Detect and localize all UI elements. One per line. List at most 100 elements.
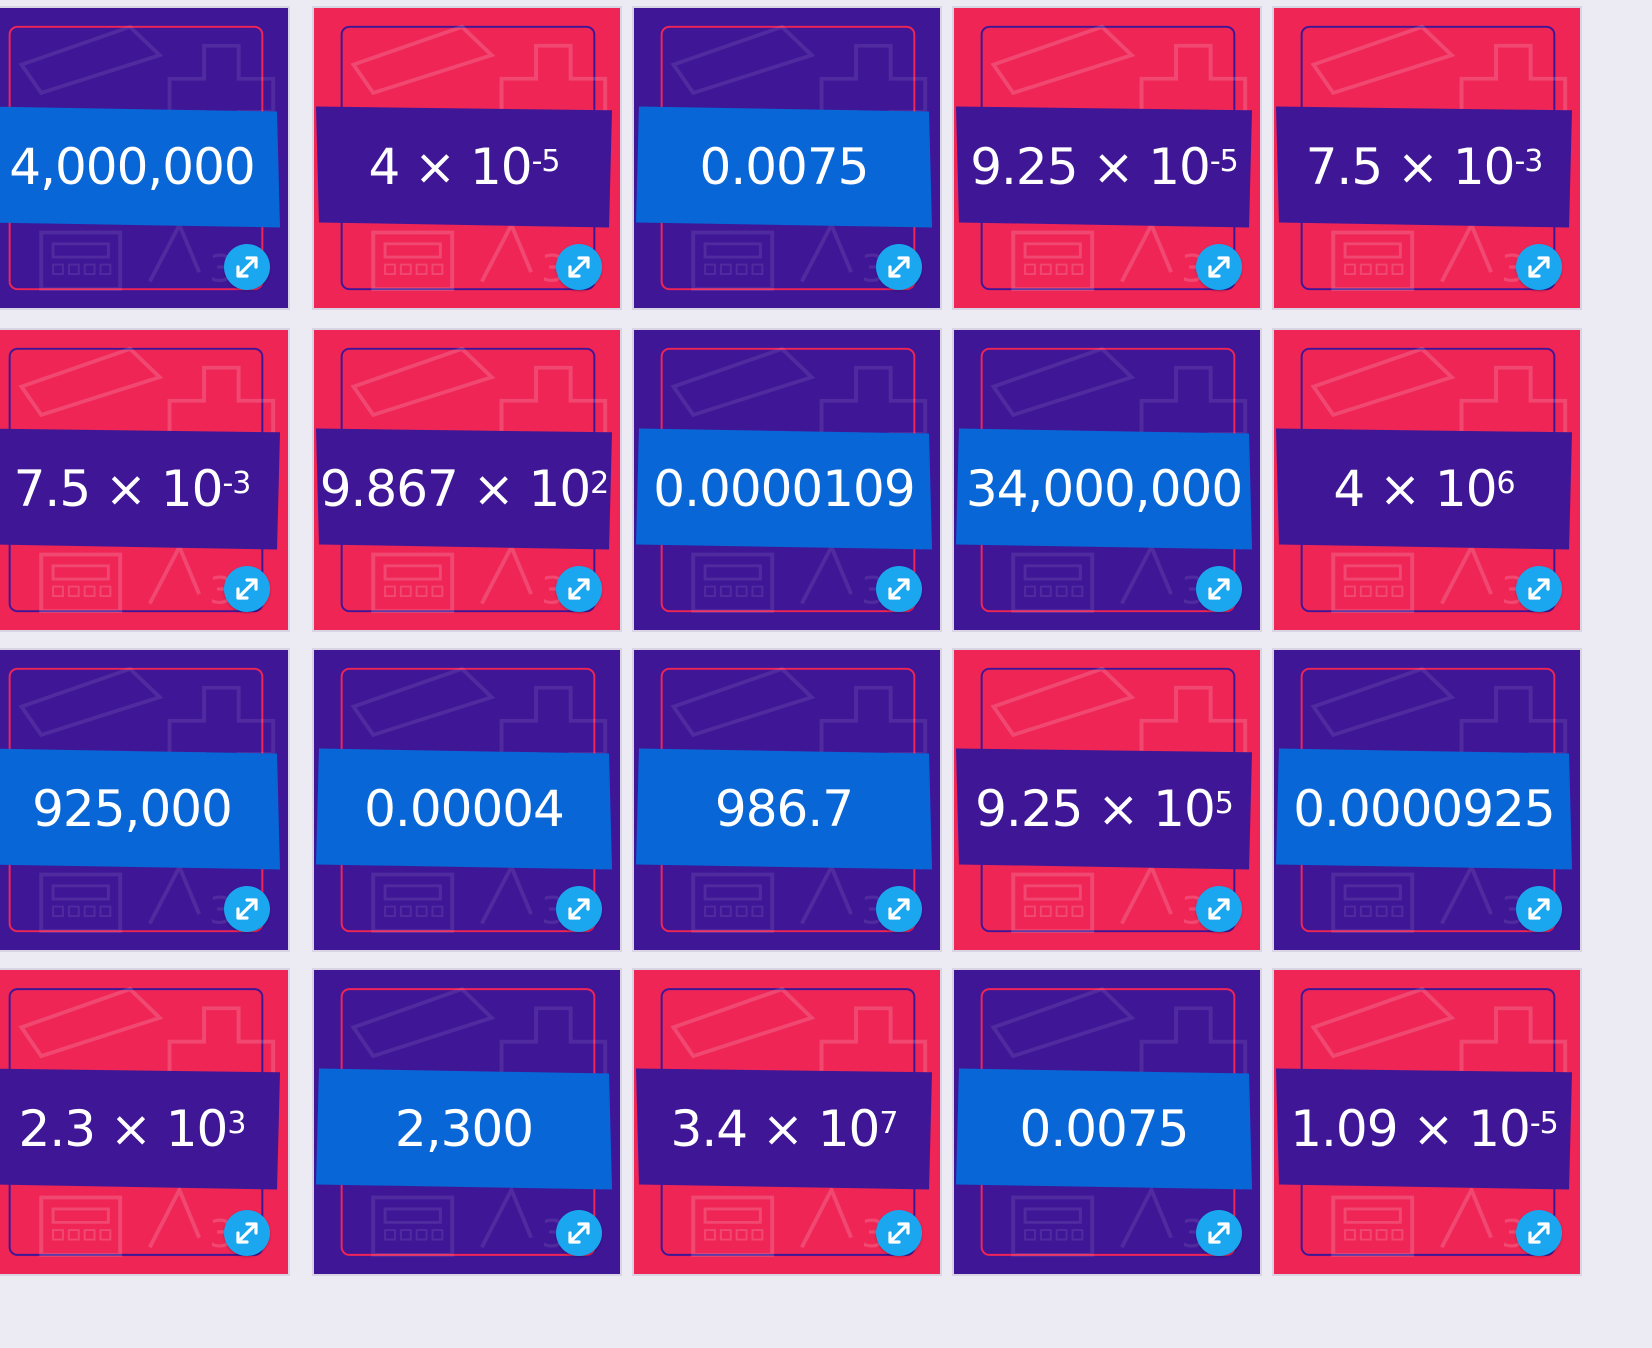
card-value: 0.0000925 <box>1276 748 1572 870</box>
expand-button[interactable] <box>1516 886 1562 932</box>
card-value-base: 925,000 <box>32 780 233 838</box>
expand-button[interactable] <box>1516 566 1562 612</box>
expand-arrows-icon <box>1528 256 1550 278</box>
expand-arrows-icon <box>888 898 910 920</box>
card-value-exponent: 2 <box>590 465 609 501</box>
game-card[interactable]: 3 9.25 × 10 5 <box>952 648 1262 952</box>
expand-button[interactable] <box>1516 244 1562 290</box>
card-value-exponent: 6 <box>1496 465 1516 501</box>
card-value-base: 34,000,000 <box>965 460 1243 518</box>
game-card[interactable]: 3 925,000 <box>0 648 290 952</box>
expand-button[interactable] <box>1196 244 1242 290</box>
card-value-exponent: -3 <box>222 465 251 501</box>
card-value: 4 × 10 -5 <box>316 106 612 228</box>
card-value-base: 4,000,000 <box>9 138 255 196</box>
expand-button[interactable] <box>876 1210 922 1256</box>
expand-button[interactable] <box>1196 1210 1242 1256</box>
card-value: 0.0000109 <box>636 428 932 550</box>
card-value-exponent: -5 <box>1529 1105 1559 1141</box>
card-value-base: 0.0075 <box>699 138 870 196</box>
expand-button[interactable] <box>1196 566 1242 612</box>
expand-arrows-icon <box>888 578 910 600</box>
game-card[interactable]: 3 0.0075 <box>632 6 942 310</box>
expand-arrows-icon <box>568 898 590 920</box>
expand-button[interactable] <box>1196 886 1242 932</box>
game-card[interactable]: 3 4 × 10 -5 <box>312 6 622 310</box>
card-value: 7.5 × 10 -3 <box>0 428 280 550</box>
expand-arrows-icon <box>1208 898 1230 920</box>
game-card[interactable]: 3 9.867 × 10 2 <box>312 328 622 632</box>
card-value-base: 0.0075 <box>1019 1100 1190 1158</box>
expand-arrows-icon <box>236 578 258 600</box>
card-value-exponent: 3 <box>227 1105 246 1141</box>
game-card[interactable]: 3 7.5 × 10 -3 <box>0 328 290 632</box>
expand-arrows-icon <box>1208 1222 1230 1244</box>
expand-arrows-icon <box>236 1222 258 1244</box>
game-card[interactable]: 3 3.4 × 10 7 <box>632 968 942 1276</box>
card-value: 1.09 × 10 -5 <box>1276 1068 1572 1190</box>
math-doodle-pattern: 3 <box>340 666 608 933</box>
card-value: 0.00004 <box>316 748 612 870</box>
card-value: 7.5 × 10 -3 <box>1276 106 1572 228</box>
game-card[interactable]: 3 1.09 × 10 -5 <box>1272 968 1582 1276</box>
expand-arrows-icon <box>1208 578 1230 600</box>
card-value: 2,300 <box>316 1068 612 1190</box>
expand-button[interactable] <box>556 244 602 290</box>
card-value-base: 7.5 × 10 <box>13 460 224 518</box>
expand-button[interactable] <box>224 244 270 290</box>
expand-button[interactable] <box>556 566 602 612</box>
expand-button[interactable] <box>876 244 922 290</box>
card-value-base: 4 × 10 <box>368 138 532 196</box>
game-card[interactable]: 3 2,300 <box>312 968 622 1276</box>
card-value-base: 0.0000109 <box>653 460 915 518</box>
math-doodle-pattern: 3 <box>8 986 276 1257</box>
expand-button[interactable] <box>224 566 270 612</box>
game-card[interactable]: 3 7.5 × 10 -3 <box>1272 6 1582 310</box>
game-card[interactable]: 3 986.7 <box>632 648 942 952</box>
expand-arrows-icon <box>568 1222 590 1244</box>
card-value-base: 9.867 × 10 <box>319 460 591 518</box>
card-value: 9.25 × 10 -5 <box>956 106 1252 228</box>
game-card[interactable]: 3 0.0075 <box>952 968 1262 1276</box>
card-value-exponent: -5 <box>531 143 561 179</box>
card-value: 3.4 × 10 7 <box>636 1068 932 1190</box>
game-card[interactable]: 3 4,000,000 <box>0 6 290 310</box>
game-card[interactable]: 3 4 × 10 6 <box>1272 328 1582 632</box>
expand-button[interactable] <box>224 1210 270 1256</box>
expand-button[interactable] <box>556 886 602 932</box>
expand-button[interactable] <box>556 1210 602 1256</box>
game-card[interactable]: 3 0.0000925 <box>1272 648 1582 952</box>
card-value: 9.867 × 10 2 <box>316 428 612 550</box>
expand-arrows-icon <box>236 256 258 278</box>
expand-arrows-icon <box>236 898 258 920</box>
game-card[interactable]: 3 2.3 × 10 3 <box>0 968 290 1276</box>
card-value-exponent: 5 <box>1214 785 1234 821</box>
card-value-exponent: 7 <box>879 1105 898 1141</box>
card-value-exponent: -5 <box>1209 143 1239 179</box>
card-value: 0.0075 <box>956 1068 1252 1190</box>
expand-button[interactable] <box>876 566 922 612</box>
card-value-base: 3.4 × 10 <box>670 1100 881 1158</box>
game-card[interactable]: 3 9.25 × 10 -5 <box>952 6 1262 310</box>
card-value-base: 0.00004 <box>364 780 565 838</box>
expand-arrows-icon <box>888 1222 910 1244</box>
expand-arrows-icon <box>568 578 590 600</box>
expand-arrows-icon <box>1528 898 1550 920</box>
game-card[interactable]: 3 0.00004 <box>312 648 622 952</box>
card-value-base: 2,300 <box>394 1100 534 1158</box>
card-value-base: 9.25 × 10 <box>975 780 1216 838</box>
game-card[interactable]: 3 34,000,000 <box>952 328 1262 632</box>
card-value: 34,000,000 <box>956 428 1252 550</box>
expand-arrows-icon <box>1528 578 1550 600</box>
game-card[interactable]: 3 0.0000109 <box>632 328 942 632</box>
expand-button[interactable] <box>224 886 270 932</box>
expand-arrows-icon <box>1208 256 1230 278</box>
card-value-base: 7.5 × 10 <box>1305 138 1516 196</box>
card-value: 0.0075 <box>636 106 932 228</box>
expand-arrows-icon <box>568 256 590 278</box>
card-value: 9.25 × 10 5 <box>956 748 1252 870</box>
expand-button[interactable] <box>876 886 922 932</box>
expand-button[interactable] <box>1516 1210 1562 1256</box>
expand-arrows-icon <box>1528 1222 1550 1244</box>
